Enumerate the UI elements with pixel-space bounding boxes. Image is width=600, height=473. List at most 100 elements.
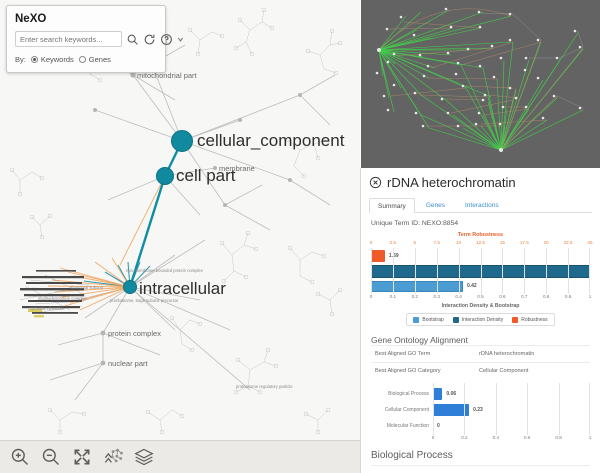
- tick-label-bottom: 0.7: [521, 294, 528, 299]
- term-robustness-chart: Term Robustness 0 2.5 5 7.5 10 12.5 15 17.5 20 22…: [369, 232, 593, 326]
- collapse-network-icon[interactable]: [103, 447, 123, 467]
- tick-label-bottom: 0: [369, 294, 373, 299]
- gridline: [524, 248, 526, 294]
- tick-label-bottom: 0.3: [433, 294, 440, 299]
- radio-keywords-dot: [30, 56, 38, 63]
- tab-summary[interactable]: Summary: [369, 198, 415, 213]
- tick-label-bottom: 0.1: [389, 294, 397, 299]
- go-alignment-heading: Gene Ontology Alignment: [371, 335, 468, 345]
- hub-node-intracellular[interactable]: [123, 280, 137, 294]
- gridline: [392, 248, 394, 294]
- go-tick-label: 0.8: [555, 435, 562, 440]
- detail-tabs: Summary Genes Interactions: [369, 197, 592, 213]
- tick-label-bottom: 0.6: [499, 294, 506, 299]
- gene-interaction-network[interactable]: [360, 0, 600, 168]
- term-detail-panel: rDNA heterochromatin Summary Genes Inter…: [360, 168, 600, 473]
- gridline: [546, 248, 548, 294]
- chevron-down-icon[interactable]: [177, 34, 184, 45]
- bar-bootstrap[interactable]: [371, 281, 463, 292]
- fit-screen-icon[interactable]: [72, 447, 92, 467]
- radio-keywords[interactable]: Keywords: [30, 55, 74, 64]
- tab-genes[interactable]: Genes: [425, 202, 445, 209]
- go-bar-biological-process[interactable]: [433, 388, 443, 400]
- tick-label-top: 0: [369, 240, 373, 245]
- chart-plot-area: 1.59 0.42: [371, 248, 590, 294]
- search-by-row: By: Keywords Genes: [15, 55, 157, 64]
- zoom-in-icon[interactable]: [10, 447, 30, 467]
- gridline: [568, 248, 570, 294]
- gridline: [558, 383, 560, 435]
- go-category-value: Cellular Component: [479, 368, 529, 374]
- tick-label-top: 15: [499, 240, 505, 245]
- search-row: [15, 31, 184, 47]
- chart-top-axis: 0 2.5 5 7.5 10 12.5 15 17.5 20 22.5 25: [369, 240, 593, 248]
- go-bar-cellular-component[interactable]: [433, 404, 470, 416]
- bar-robustness[interactable]: [371, 250, 385, 262]
- go-tick-label: 0.2: [461, 435, 468, 440]
- go-bar-value-molecular-function: 0: [437, 423, 440, 429]
- gridline: [414, 248, 416, 294]
- legend-item-robustness[interactable]: Robustness: [512, 316, 548, 323]
- radio-genes[interactable]: Genes: [78, 55, 111, 64]
- go-cat-label-molecular-function: Molecular Function: [386, 423, 429, 429]
- zoom-out-icon[interactable]: [41, 447, 61, 467]
- legend-item-bootstrap[interactable]: Bootstrap: [413, 316, 444, 323]
- go-tick-label: 1: [588, 435, 592, 440]
- gene-network-graph: [375, 7, 584, 152]
- help-icon[interactable]: [160, 33, 173, 46]
- go-alignment-row: Best Aligned GO Category Cellular Compon…: [371, 362, 590, 379]
- search-input[interactable]: [15, 31, 122, 47]
- search-icon[interactable]: [126, 33, 139, 46]
- legend-label-interaction-density: Interaction Density: [461, 316, 504, 323]
- gridline: [433, 383, 434, 435]
- tick-label-top: 5: [413, 240, 417, 245]
- chart-legend: Bootstrap Interaction Density Robustness: [406, 313, 555, 326]
- tick-label-bottom: 0.9: [564, 294, 572, 299]
- go-term-key: Best Aligned GO Term: [375, 351, 431, 357]
- biological-process-heading: Biological Process: [371, 450, 453, 461]
- tick-label-bottom: 1: [588, 294, 592, 299]
- tick-label-top: 12.5: [476, 240, 485, 245]
- tick-label-bottom: 0.8: [542, 294, 550, 299]
- legend-item-interaction-density[interactable]: Interaction Density: [452, 316, 504, 323]
- tick-label-top: 2.5: [389, 240, 397, 245]
- refresh-icon[interactable]: [143, 33, 156, 46]
- view-toolbar: [0, 440, 360, 473]
- chart-bottom-axis: 0 0.1 0.2 0.3 0.4 0.5 0.6 0.7 0.8 0.9 1: [369, 294, 592, 302]
- search-by-label: By:: [15, 55, 26, 64]
- go-category-key: Best Aligned GO Category: [375, 368, 441, 374]
- page-title: rDNA heterochromatin: [387, 175, 516, 190]
- tick-label-top: 10: [456, 240, 462, 245]
- layers-icon[interactable]: [134, 447, 154, 467]
- legend-label-robustness: Robustness: [521, 316, 548, 323]
- gridline: [502, 248, 504, 294]
- gridline: [527, 383, 529, 435]
- hub-node-cellular-component[interactable]: [171, 130, 193, 152]
- go-chart-plot-area: Biological Process Cellular Component Mo…: [385, 383, 590, 435]
- go-alignment-row: Best Aligned GO Term rDNA heterochromati…: [371, 345, 590, 362]
- tick-label-bottom: 0.4: [455, 294, 462, 299]
- app-title: NeXO: [15, 13, 47, 25]
- go-bar-value-cellular-component: 0.23: [473, 407, 483, 413]
- gridline: [464, 383, 466, 435]
- legend-swatch-bootstrap: [413, 316, 420, 323]
- unique-term-id: Unique Term ID: NEXO:8854: [371, 220, 459, 227]
- hierarchy-network-canvas[interactable]: cellular_component cell part intracellul…: [0, 0, 360, 473]
- go-term-value: rDNA heterochromatin: [479, 351, 535, 357]
- legend-swatch-interaction-density: [452, 316, 459, 323]
- close-circle-icon[interactable]: [369, 176, 382, 189]
- gridline: [371, 248, 372, 294]
- go-tick-label: 0.4: [492, 435, 499, 440]
- radio-genes-dot: [78, 56, 86, 63]
- chart-xaxis-label: Interaction Density & Bootstrap: [441, 303, 520, 309]
- section-divider: [371, 465, 590, 466]
- tab-interactions[interactable]: Interactions: [464, 202, 499, 209]
- radio-keywords-label: Keywords: [40, 55, 74, 64]
- tick-label-bottom: 0.2: [411, 294, 418, 299]
- tick-label-top: 7.5: [433, 240, 440, 245]
- search-panel[interactable]: NeXO By:: [6, 5, 184, 73]
- gridline: [458, 248, 460, 294]
- hub-node-cell-part[interactable]: [156, 167, 174, 185]
- go-category-chart: Biological Process Cellular Component Mo…: [371, 383, 592, 443]
